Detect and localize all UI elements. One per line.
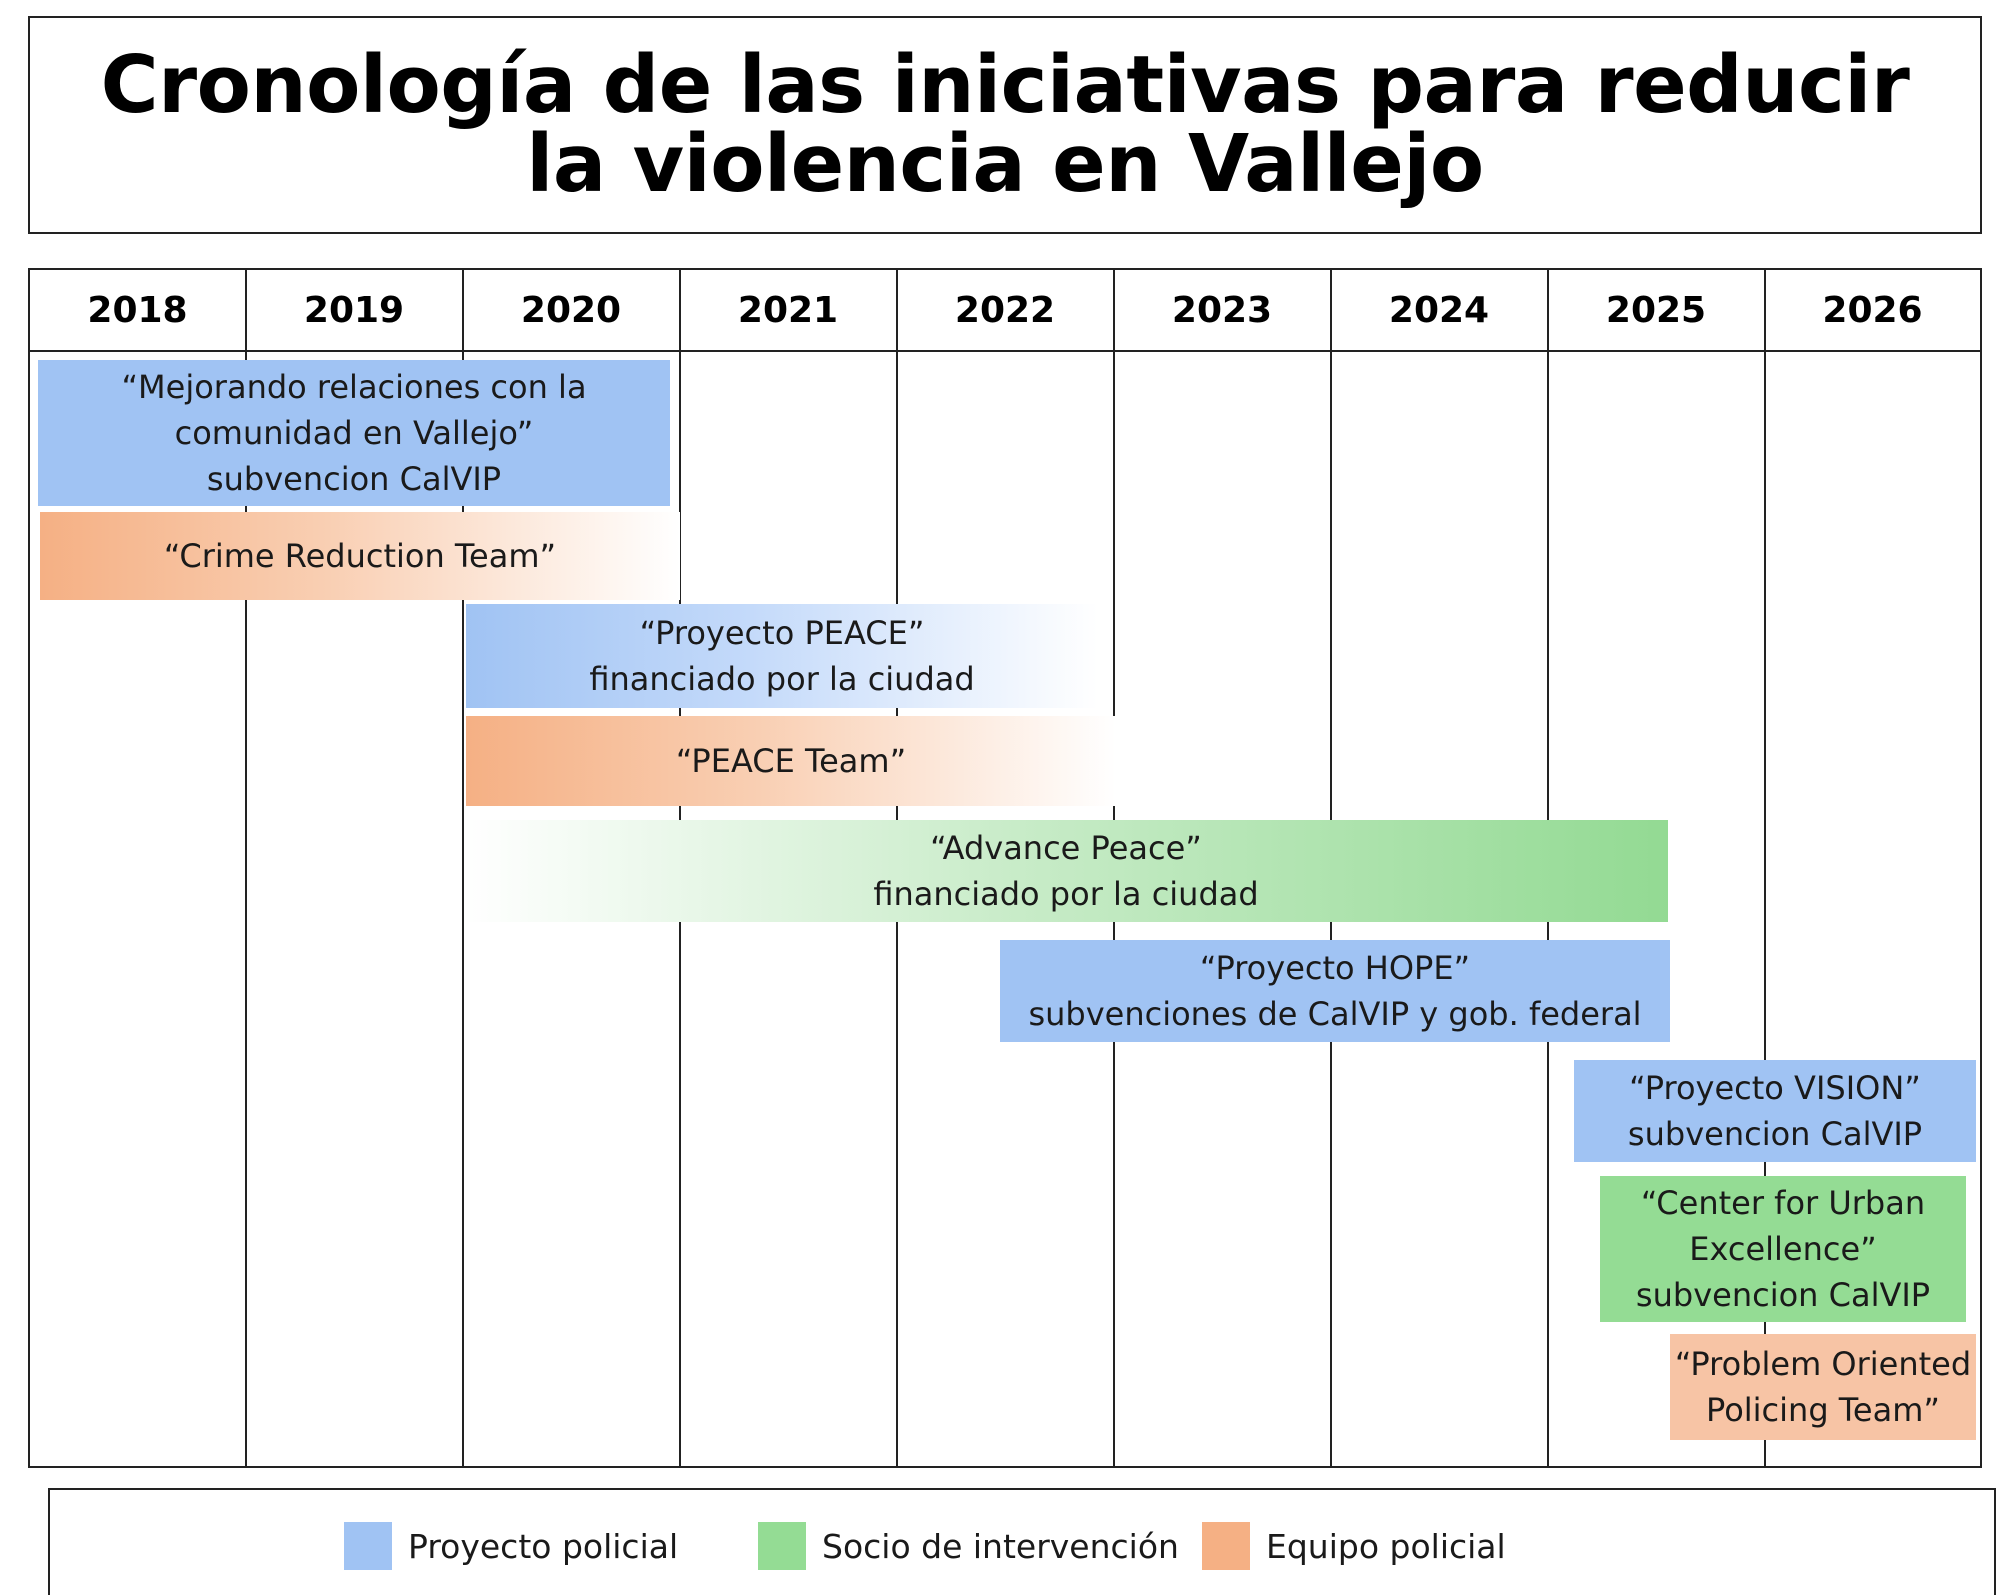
initiative-bar-mejorando: “Mejorando relaciones con la comunidad e… — [38, 360, 670, 506]
legend-label: Equipo policial — [1266, 1526, 1506, 1566]
legend-label: Socio de intervención — [822, 1526, 1179, 1566]
initiative-label: subvencion CalVIP — [206, 460, 502, 498]
column-divider — [245, 270, 247, 1466]
initiative-label: “Problem Oriented — [1674, 1345, 1972, 1383]
legend-swatch — [1202, 1522, 1250, 1570]
year-header-2026: 2026 — [1822, 289, 1923, 331]
timeline-grid: 2018 2019 2020 2021 2022 2023 2024 2025 … — [28, 268, 1982, 1468]
initiative-label: “Center for Urban — [1640, 1184, 1926, 1222]
initiative-bar-proyecto-peace: “Proyecto PEACE” financiado por la ciuda… — [466, 604, 1098, 708]
initiative-bar-advance-peace: “Advance Peace” financiado por la ciudad — [464, 820, 1668, 922]
year-header-2024: 2024 — [1388, 289, 1490, 331]
year-header-2021: 2021 — [737, 289, 839, 331]
initiative-label: subvencion CalVIP — [1627, 1115, 1923, 1153]
year-header-2020: 2020 — [520, 289, 622, 331]
initiative-label: comunidad en Vallejo” — [174, 414, 534, 452]
initiative-bar-crime-reduction-team: “Crime Reduction Team” — [40, 512, 680, 600]
initiative-label: financiado por la ciudad — [589, 660, 975, 698]
initiative-bar-proyecto-vision: “Proyecto VISION” subvencion CalVIP — [1574, 1060, 1976, 1162]
page-title: Cronología de las iniciativas para reduc… — [100, 39, 1910, 210]
year-header-2023: 2023 — [1171, 289, 1273, 331]
initiative-label: “Proyecto PEACE” — [639, 614, 925, 652]
header-divider — [30, 350, 1980, 352]
initiative-bar-proyecto-hope: “Proyecto HOPE” subvenciones de CalVIP y… — [1000, 940, 1670, 1042]
legend-label: Proyecto policial — [408, 1526, 679, 1566]
legend-item-socio-de-intervencion: Socio de intervención — [758, 1522, 1179, 1570]
legend-item-proyecto-policial: Proyecto policial — [344, 1522, 678, 1570]
initiative-label: “Advance Peace” — [930, 829, 1202, 867]
initiative-label: “Crime Reduction Team” — [163, 537, 557, 575]
initiative-bar-problem-oriented-policing-team: “Problem Oriented Policing Team” — [1670, 1334, 1976, 1440]
year-header-2022: 2022 — [954, 289, 1056, 331]
initiative-label: Excellence” — [1689, 1230, 1877, 1268]
column-divider — [462, 270, 464, 1466]
initiative-bar-center-for-urban-excellence: “Center for Urban Excellence” subvencion… — [1600, 1176, 1966, 1322]
legend: Proyecto policial Socio de intervención … — [48, 1488, 1996, 1595]
initiative-label: subvencion CalVIP — [1635, 1276, 1931, 1314]
initiative-label: “Proyecto HOPE” — [1199, 949, 1471, 987]
year-header-2018: 2018 — [87, 289, 188, 331]
column-divider — [1764, 270, 1766, 1466]
initiative-label: financiado por la ciudad — [873, 875, 1259, 913]
title-box: Cronología de las iniciativas para reduc… — [28, 16, 1982, 234]
year-header-2025: 2025 — [1605, 289, 1707, 331]
initiative-label: “PEACE Team” — [675, 742, 907, 780]
legend-swatch — [344, 1522, 392, 1570]
initiative-label: subvenciones de CalVIP y gob. federal — [1028, 995, 1642, 1033]
initiative-bar-peace-team: “PEACE Team” — [466, 716, 1116, 806]
initiative-label: Policing Team” — [1706, 1391, 1940, 1429]
legend-item-equipo-policial: Equipo policial — [1202, 1522, 1506, 1570]
initiative-label: “Mejorando relaciones con la — [121, 368, 587, 406]
legend-swatch — [758, 1522, 806, 1570]
initiative-label: “Proyecto VISION” — [1629, 1069, 1921, 1107]
year-header-2019: 2019 — [303, 289, 405, 331]
